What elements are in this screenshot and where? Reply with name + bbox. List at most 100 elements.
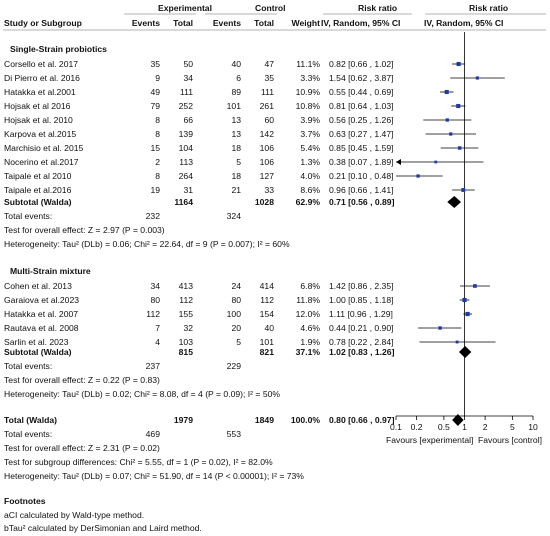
risk-ratio-ci: 0.85 [0.45 , 1.59] xyxy=(329,143,394,153)
weight: 11.8% xyxy=(296,295,320,305)
risk-ratio-ci: 0.78 [0.22 , 2.84] xyxy=(329,337,394,347)
subgroup-title: Single-Strain probiotics xyxy=(10,44,107,54)
events-1: 7 xyxy=(155,323,160,333)
events-1: 2 xyxy=(155,157,160,167)
events-2: 5 xyxy=(236,157,241,167)
footnote-a: aCI calculated by Wald-type method. xyxy=(4,510,145,520)
subtotal-total-1: 1164 xyxy=(174,197,193,207)
weight: 6.8% xyxy=(300,281,320,291)
col-ci: IV, Random, 95% CI xyxy=(321,18,401,28)
events-1: 112 xyxy=(146,309,160,319)
favours-experimental-label: Favours [experimental] xyxy=(386,435,474,445)
total-2: 106 xyxy=(259,143,274,153)
total-events-1: 237 xyxy=(145,361,160,371)
total-1: 139 xyxy=(178,129,193,139)
overall-effect-test: Test for overall effect: Z = 2.97 (P = 0… xyxy=(4,225,165,235)
study-point xyxy=(416,174,420,178)
study-name: Taipale et al.2016 xyxy=(4,185,72,195)
total-2: 106 xyxy=(259,157,274,167)
risk-ratio-ci: 0.38 [0.07 , 1.89] xyxy=(329,157,394,167)
events-2: 21 xyxy=(231,185,241,195)
study-point xyxy=(434,160,438,164)
study-point xyxy=(449,132,453,136)
events-2: 6 xyxy=(236,73,241,83)
study-point xyxy=(455,340,459,344)
col-weight: Weight xyxy=(291,18,320,28)
axis-tick-label: 0.5 xyxy=(437,422,450,432)
total-2: 101 xyxy=(259,337,274,347)
risk-ratio-ci: 1.54 [0.62 , 3.87] xyxy=(329,73,394,83)
study-point xyxy=(438,326,442,330)
favours-control-label: Favours [control] xyxy=(478,435,542,445)
footnotes-title: Footnotes xyxy=(4,496,46,506)
events-2: 89 xyxy=(231,87,241,97)
risk-ratio-ci: 1.42 [0.86 , 2.35] xyxy=(329,281,394,291)
axis-tick-label: 5 xyxy=(509,422,515,432)
risk-ratio-ci: 0.55 [0.44 , 0.69] xyxy=(329,87,394,97)
axis-tick-label: 10 xyxy=(528,422,538,432)
total-1: 34 xyxy=(183,73,193,83)
study-point xyxy=(444,89,449,95)
total-1: 155 xyxy=(178,309,193,319)
subtotal-weight: 62.9% xyxy=(295,197,320,207)
total-total-1: 1979 xyxy=(173,415,193,425)
total-events-2: 553 xyxy=(226,429,241,439)
col-total-2: Total xyxy=(254,18,274,28)
study-name: Taipale et al 2010 xyxy=(4,171,72,181)
weight: 1.9% xyxy=(300,337,320,347)
weight: 4.6% xyxy=(300,323,320,333)
weight: 8.6% xyxy=(300,185,320,195)
total-2: 127 xyxy=(259,171,274,181)
study-name: Di Pierro et al. 2016 xyxy=(4,73,80,83)
subtotal-total-2: 821 xyxy=(259,347,274,357)
total-1: 66 xyxy=(183,115,193,125)
risk-ratio-ci: 0.56 [0.25 , 1.26] xyxy=(329,115,394,125)
axis-tick-label: 1 xyxy=(462,422,467,432)
col-ci-2: IV, Random, 95% CI xyxy=(424,18,504,28)
total-1: 113 xyxy=(179,157,193,167)
heterogeneity: Heterogeneity: Tau² (DLb) = 0.02; Chi² =… xyxy=(4,389,281,399)
total-2: 261 xyxy=(259,101,274,111)
subtotal-ci: 0.71 [0.56 , 0.89] xyxy=(329,197,395,207)
study-name: Karpova et al.2015 xyxy=(4,129,77,139)
total-label: Total (Walda) xyxy=(4,415,57,425)
overall-effect-test: Test for overall effect: Z = 2.31 (P = 0… xyxy=(4,443,160,453)
study-name: Garaiova et al.2023 xyxy=(4,295,80,305)
study-point xyxy=(445,118,449,122)
total-events-1: 469 xyxy=(145,429,160,439)
study-name: Rautava et al. 2008 xyxy=(4,323,79,333)
study-point xyxy=(456,61,461,67)
risk-ratio-ci: 0.21 [0.10 , 0.48] xyxy=(329,171,394,181)
heterogeneity: Heterogeneity: Tau² (DLb) = 0.06; Chi² =… xyxy=(4,239,290,249)
total-events-1: 232 xyxy=(145,211,160,221)
subtotal-diamond xyxy=(447,196,462,208)
study-point xyxy=(461,188,466,192)
total-2: 112 xyxy=(260,295,274,305)
study-point xyxy=(457,146,462,150)
risk-ratio-ci: 0.82 [0.66 , 1.02] xyxy=(329,59,394,69)
total-2: 60 xyxy=(264,115,274,125)
events-1: 15 xyxy=(150,143,160,153)
events-2: 5 xyxy=(236,337,241,347)
total-1: 252 xyxy=(178,101,193,111)
col-total-1: Total xyxy=(173,18,193,28)
subtotal-ci: 1.02 [0.83 , 1.26] xyxy=(329,347,395,357)
weight: 10.9% xyxy=(295,87,320,97)
events-2: 101 xyxy=(226,101,241,111)
axis-tick-label: 2 xyxy=(482,422,488,432)
footnote-b: bTau² calculated by DerSimonian and Lair… xyxy=(4,523,202,533)
overall-effect-test: Test for overall effect: Z = 0.22 (P = 0… xyxy=(4,375,160,385)
events-2: 40 xyxy=(231,59,241,69)
total-2: 40 xyxy=(264,323,274,333)
events-1: 34 xyxy=(150,281,160,291)
weight: 3.3% xyxy=(300,73,320,83)
study-name: Hojsak et al 2016 xyxy=(4,101,71,111)
study-point xyxy=(462,297,467,303)
events-2: 20 xyxy=(231,323,241,333)
events-2: 13 xyxy=(231,115,241,125)
subgroup-title: Multi-Strain mixture xyxy=(10,266,91,276)
total-total-2: 1849 xyxy=(254,415,274,425)
header-control: Control xyxy=(255,3,286,13)
risk-ratio-ci: 0.63 [0.27 , 1.47] xyxy=(329,129,394,139)
